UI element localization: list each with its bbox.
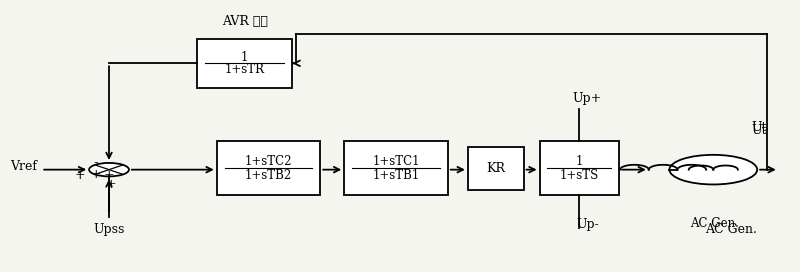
FancyBboxPatch shape [217,141,320,195]
Text: Ut: Ut [751,121,766,134]
Text: +: + [104,169,114,182]
Text: Upss: Upss [94,224,125,236]
Text: +: + [106,178,116,191]
Text: AC Gen.: AC Gen. [705,224,757,236]
Text: +: + [90,168,101,181]
Text: 1+sTB1: 1+sTB1 [372,169,420,182]
Circle shape [89,163,129,176]
FancyBboxPatch shape [468,147,523,190]
Circle shape [670,155,757,184]
Text: -: - [81,162,85,175]
Text: AVR 反馈: AVR 反馈 [222,15,267,28]
FancyBboxPatch shape [344,141,448,195]
Text: +: + [74,169,85,181]
Text: 1+sTC1: 1+sTC1 [372,155,420,168]
FancyBboxPatch shape [197,39,292,88]
FancyBboxPatch shape [539,141,619,195]
Text: Ut: Ut [751,124,766,137]
Text: Up+: Up+ [573,92,602,105]
Text: KR: KR [486,162,505,175]
Text: -: - [93,156,98,170]
Text: 1+sTC2: 1+sTC2 [245,155,292,168]
Text: Vref: Vref [10,160,38,174]
Text: 1+sTR: 1+sTR [225,63,265,76]
Text: 1+sTS: 1+sTS [560,169,599,182]
Text: 1: 1 [576,155,583,168]
Text: 1+sTB2: 1+sTB2 [245,169,292,182]
Text: Up-: Up- [576,218,598,231]
Text: AC Gen.: AC Gen. [690,217,739,230]
Text: 1: 1 [241,51,248,63]
